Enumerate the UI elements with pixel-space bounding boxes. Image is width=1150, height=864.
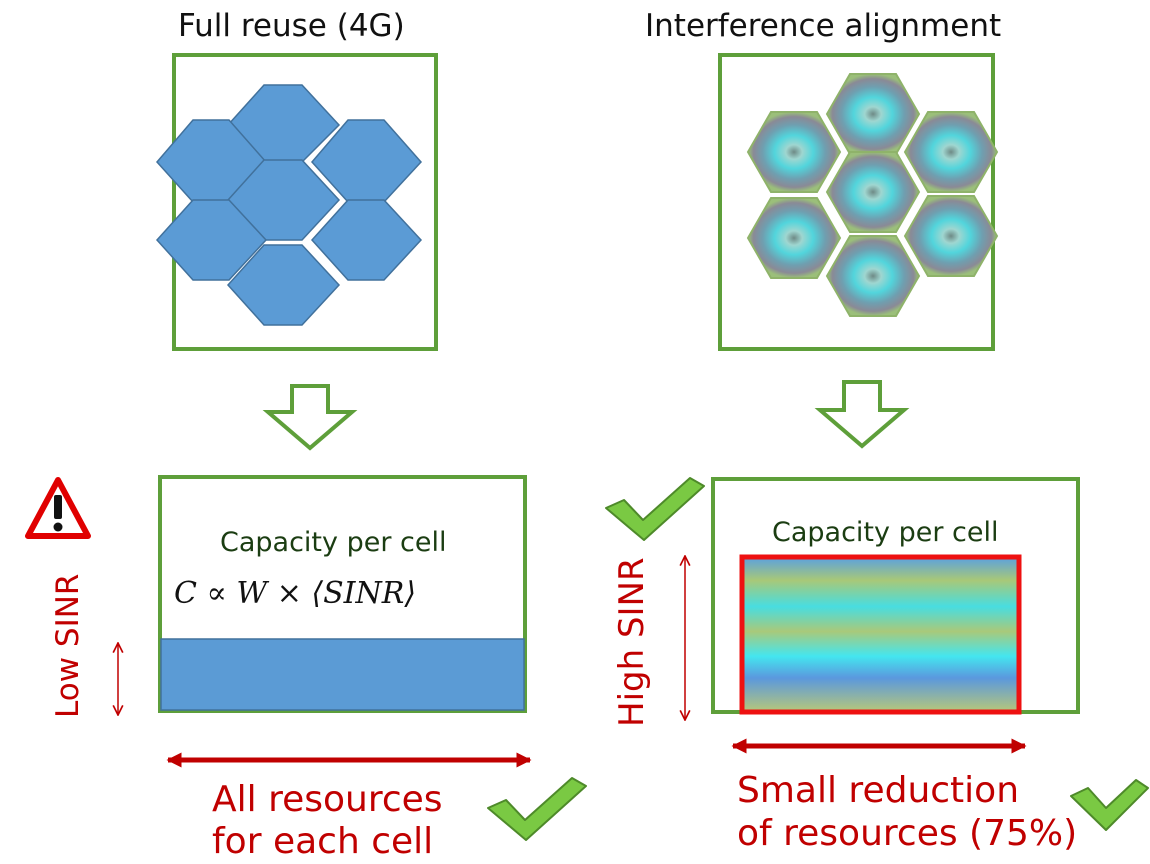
aligned-cell-upper-left (746, 111, 842, 193)
capacity-formula: C ∝ W × ⟨SINR⟩ (174, 576, 417, 611)
right-panel-title: Interference alignment (645, 8, 1002, 44)
aligned-cell-upper-right (903, 111, 999, 193)
left-down-arrow (262, 384, 358, 451)
checkmark-icon (487, 777, 587, 841)
aligned-cell-lower-left (746, 197, 842, 279)
low-sinr-label: Low SINR (50, 573, 86, 718)
checkmark-icon (605, 477, 705, 541)
hex-cell-bottom (226, 244, 341, 326)
right-hex-grid (746, 73, 999, 317)
right-resources-line2: of resources (75%) (737, 813, 1078, 854)
left-resources-line2: for each cell (212, 821, 434, 862)
aligned-cell-center (825, 151, 921, 233)
right-resources-line1: Small reduction (737, 770, 1020, 811)
hex-cell-lower-left (155, 199, 268, 281)
left-capacity-bar (160, 638, 525, 711)
warning-icon (25, 477, 91, 539)
left-panel-title: Full reuse (4G) (178, 8, 405, 44)
checkmark-icon (1070, 779, 1149, 831)
aligned-cell-lower-right (903, 195, 999, 277)
hex-cell-lower-right (310, 199, 423, 281)
high-sinr-label: High SINR (612, 557, 652, 727)
right-down-arrow (814, 380, 910, 449)
right-capacity-bar (739, 554, 1022, 715)
left-capacity-label: Capacity per cell (220, 527, 447, 558)
aligned-cell-bottom (825, 235, 921, 317)
right-capacity-label: Capacity per cell (772, 517, 999, 548)
left-hex-grid (155, 84, 423, 326)
left-resources-line1: All resources (212, 779, 443, 820)
